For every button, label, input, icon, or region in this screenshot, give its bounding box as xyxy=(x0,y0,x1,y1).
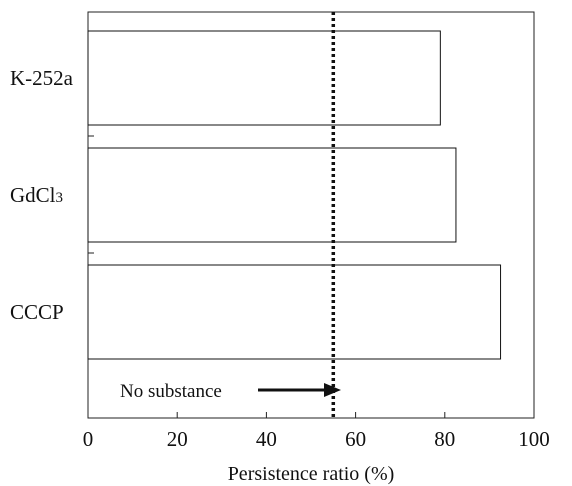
x-tick-label: 20 xyxy=(167,427,188,451)
x-tick-label: 0 xyxy=(83,427,94,451)
x-tick-label: 100 xyxy=(518,427,550,451)
no-substance-annotation: No substance xyxy=(120,381,341,402)
x-axis-title: Persistence ratio (%) xyxy=(228,463,395,485)
category-label: CCCP xyxy=(10,300,64,324)
arrowhead-icon xyxy=(324,383,341,397)
category-labels: K-252a GdCl3 CCCP xyxy=(10,66,74,324)
category-ticks xyxy=(88,135,94,254)
bar-gdcl3 xyxy=(87,147,457,243)
bar-group xyxy=(87,30,502,360)
bar-cccp xyxy=(87,264,502,360)
x-tick-label: 80 xyxy=(434,427,455,451)
annotation-label: No substance xyxy=(120,381,222,402)
x-tick-label: 40 xyxy=(256,427,277,451)
category-label: K-252a xyxy=(10,66,74,90)
x-axis-ticks: 0 20 40 60 80 100 xyxy=(83,412,550,451)
x-tick-label: 60 xyxy=(345,427,366,451)
category-label: GdCl3 xyxy=(10,183,63,207)
bar-k-252a xyxy=(87,30,441,126)
